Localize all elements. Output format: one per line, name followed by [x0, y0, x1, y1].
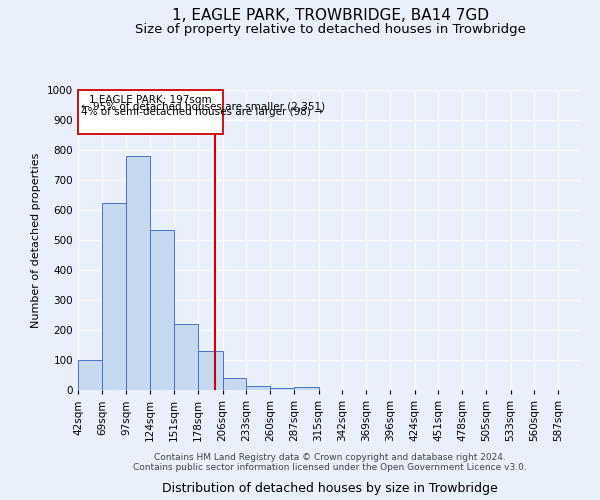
Text: Contains HM Land Registry data © Crown copyright and database right 2024.: Contains HM Land Registry data © Crown c… — [154, 454, 506, 462]
Text: Distribution of detached houses by size in Trowbridge: Distribution of detached houses by size … — [162, 482, 498, 495]
Bar — [223, 378, 246, 390]
Bar — [270, 388, 294, 390]
Y-axis label: Number of detached properties: Number of detached properties — [31, 152, 41, 328]
Bar — [174, 324, 198, 390]
Text: 4% of semi-detached houses are larger (98) →: 4% of semi-detached houses are larger (9… — [80, 107, 323, 117]
Text: 1, EAGLE PARK, TROWBRIDGE, BA14 7GD: 1, EAGLE PARK, TROWBRIDGE, BA14 7GD — [172, 8, 488, 22]
Bar — [102, 202, 127, 390]
Bar — [78, 360, 102, 390]
FancyBboxPatch shape — [78, 90, 223, 134]
Bar — [294, 387, 319, 390]
Bar — [127, 156, 150, 390]
Bar — [150, 230, 174, 390]
Text: ← 95% of detached houses are smaller (2,351): ← 95% of detached houses are smaller (2,… — [80, 102, 325, 112]
Text: Size of property relative to detached houses in Trowbridge: Size of property relative to detached ho… — [134, 22, 526, 36]
Bar — [246, 386, 270, 390]
Text: Contains public sector information licensed under the Open Government Licence v3: Contains public sector information licen… — [133, 464, 527, 472]
Bar — [198, 351, 223, 390]
Text: 1 EAGLE PARK: 197sqm: 1 EAGLE PARK: 197sqm — [89, 96, 212, 106]
